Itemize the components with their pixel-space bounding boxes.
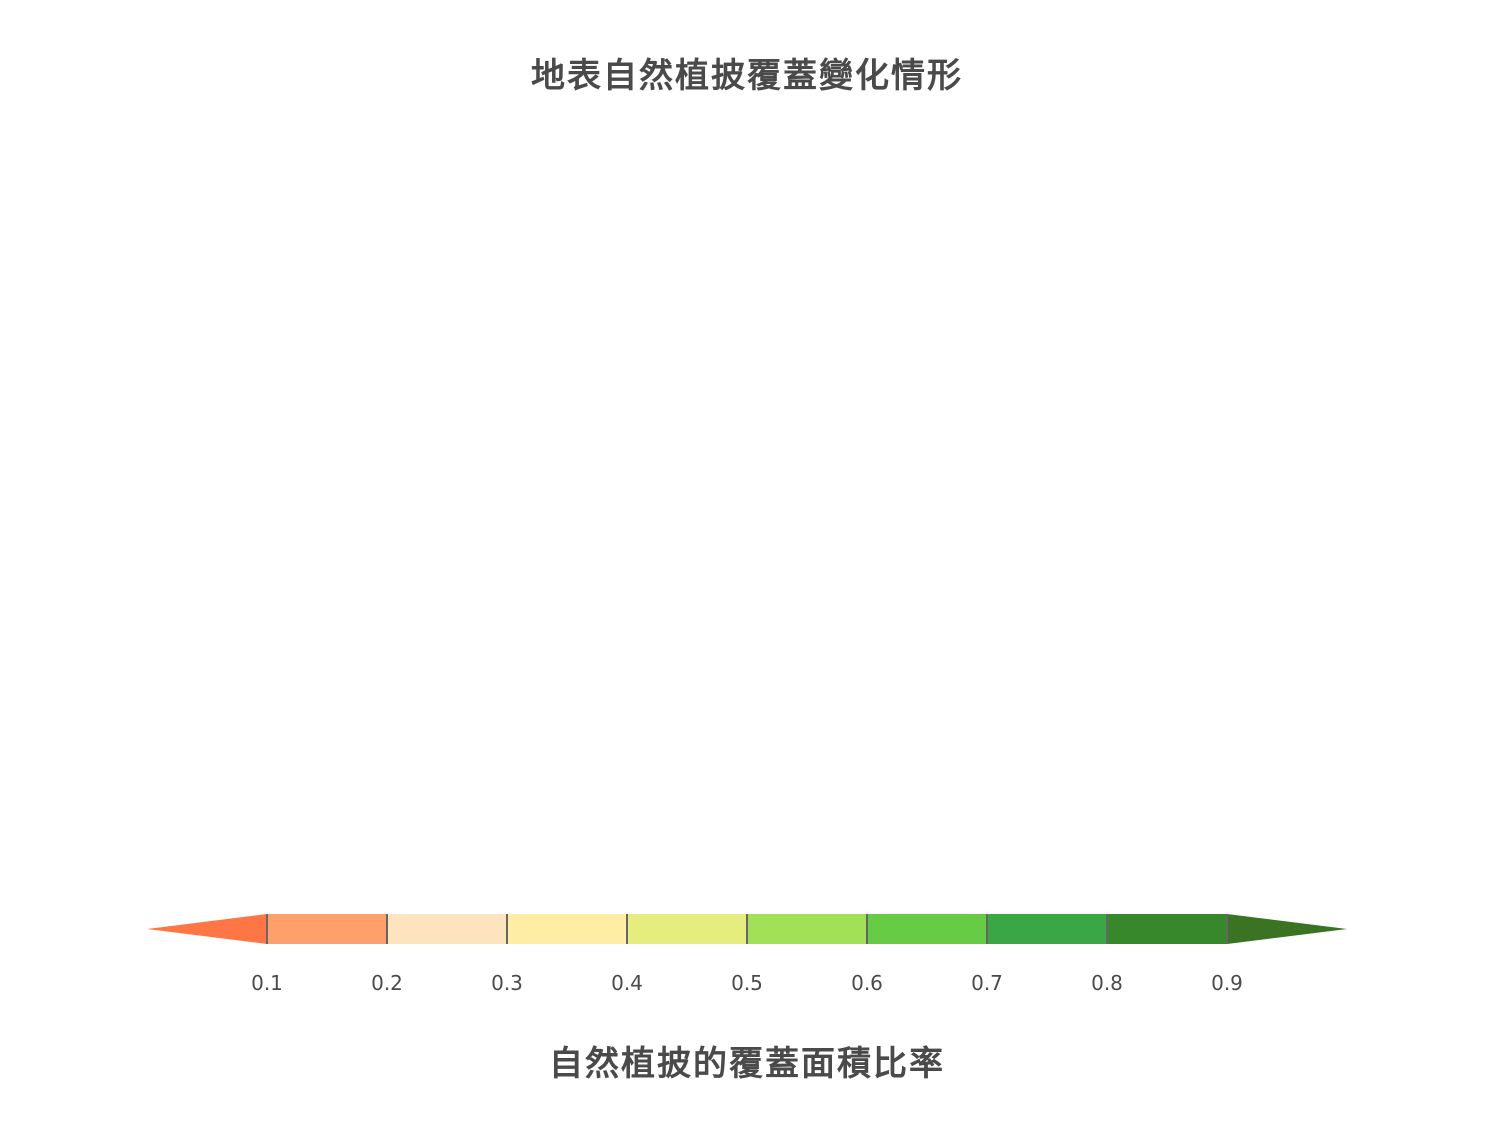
colorbar-bin-6 <box>987 914 1108 944</box>
colorbar-tick-label-0: 0.1 <box>251 971 283 995</box>
colorbar-bin-5 <box>867 914 988 944</box>
colorbar-tick-label-4: 0.5 <box>731 971 763 995</box>
colorbar-bin-4 <box>747 914 868 944</box>
colorbar-tick-label-5: 0.6 <box>851 971 883 995</box>
colorbar: 0.1 0.2 0.3 0.4 0.5 0.6 0.7 0.8 0.9 <box>147 914 1347 995</box>
colorbar-bin-1 <box>387 914 508 944</box>
colorbar-tick-label-2: 0.3 <box>491 971 523 995</box>
colorbar-over-arrow <box>1227 914 1347 944</box>
map-plot-area <box>0 110 1494 890</box>
colorbar-tick-label-7: 0.8 <box>1091 971 1123 995</box>
colorbar-tick-label-1: 0.2 <box>371 971 403 995</box>
colorbar-bin-3 <box>627 914 748 944</box>
colorbar-tick-label-3: 0.4 <box>611 971 643 995</box>
colorbar-tick-label-6: 0.7 <box>971 971 1003 995</box>
colorbar-under-arrow <box>147 914 267 944</box>
chart-title: 地表自然植披覆蓋變化情形 <box>531 56 963 96</box>
colorbar-bin-0 <box>267 914 388 944</box>
colorbar-label: 自然植披的覆蓋面積比率 <box>549 1044 945 1084</box>
colorbar-bin-7 <box>1107 914 1228 944</box>
colorbar-tick-label-8: 0.9 <box>1211 971 1243 995</box>
colorbar-bin-2 <box>507 914 628 944</box>
